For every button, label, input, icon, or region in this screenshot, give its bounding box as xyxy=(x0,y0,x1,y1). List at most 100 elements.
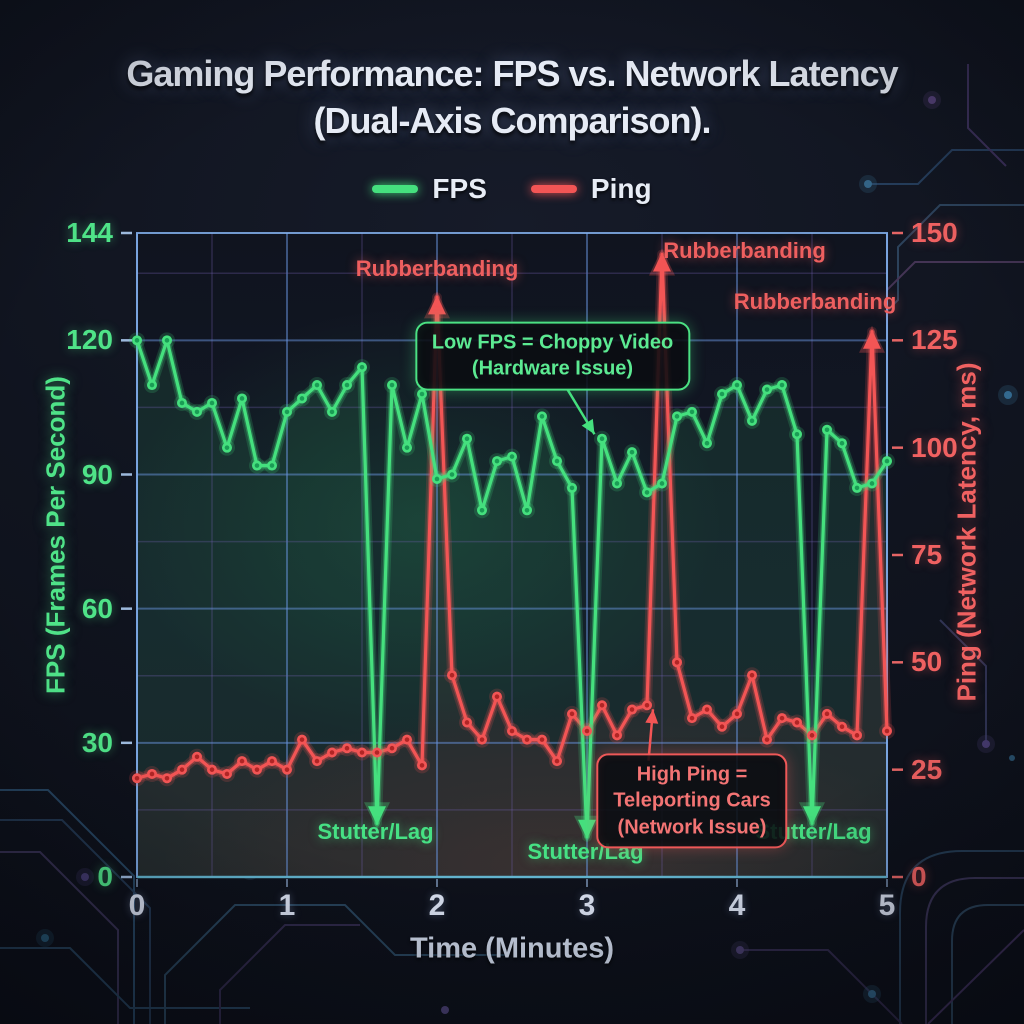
annotation-arrowhead xyxy=(581,418,595,435)
fps-point-core xyxy=(854,485,860,491)
ping-point-core xyxy=(179,767,185,772)
fps-point-core xyxy=(224,445,230,450)
fps-point-core xyxy=(734,382,740,388)
fps-point-core xyxy=(659,481,665,486)
fps-point-core xyxy=(344,382,350,388)
ping-point-core xyxy=(854,733,860,738)
fps-point-core xyxy=(824,427,830,433)
ping-point-core xyxy=(374,750,380,755)
ping-point-core xyxy=(404,737,410,742)
fps-point-core xyxy=(689,409,695,415)
ping-point-core xyxy=(734,711,740,717)
fps-point-core xyxy=(524,507,530,513)
ping-point-core xyxy=(419,763,425,768)
ping-point-core xyxy=(569,711,575,717)
ping-point-core xyxy=(314,758,320,764)
fps-point-core xyxy=(764,387,770,392)
ping-point-core xyxy=(599,702,605,708)
fps-point-core xyxy=(179,400,185,406)
ping-point-core xyxy=(839,724,845,730)
ping-point-core xyxy=(254,767,260,772)
ping-point-core xyxy=(389,745,395,751)
fps-point-core xyxy=(164,338,170,343)
ping-point-core xyxy=(449,672,455,678)
fps-point-core xyxy=(449,472,455,477)
legend-item-fps: FPS xyxy=(372,173,487,205)
ping-point-core xyxy=(749,672,755,678)
fps-point-core xyxy=(434,476,440,482)
ping-point-core xyxy=(764,737,770,742)
fps-point-core xyxy=(239,396,245,401)
fps-point-core xyxy=(644,490,650,495)
fps-point-core xyxy=(419,391,425,397)
fps-point-core xyxy=(569,485,575,491)
ping-point-core xyxy=(704,707,710,712)
ping-point-core xyxy=(494,694,500,699)
ping-point-core xyxy=(194,754,200,760)
fps-point-core xyxy=(464,436,470,442)
fps-point-core xyxy=(149,382,155,388)
ping-point-core xyxy=(269,758,275,764)
fps-point-core xyxy=(749,418,755,424)
ping-point-core xyxy=(554,758,560,764)
ping-point-core xyxy=(809,733,815,738)
ping-point-core xyxy=(239,758,245,764)
ping-point-core xyxy=(224,771,230,777)
ping-legend-swatch xyxy=(530,185,577,193)
chart-title: Gaming Performance: FPS vs. Network Late… xyxy=(0,50,1024,144)
legend: FPS Ping xyxy=(0,173,1024,205)
fps-point-core xyxy=(614,481,620,486)
ping-point-core xyxy=(329,750,335,755)
fps-point-core xyxy=(209,400,215,406)
chart-title-line2: (Dual-Axis Comparison). xyxy=(313,100,711,141)
fps-point-core xyxy=(314,382,320,388)
fps-point-core xyxy=(779,382,785,388)
ping-point-core xyxy=(509,728,515,734)
fps-point-core xyxy=(704,440,710,446)
fps-point-core xyxy=(329,409,335,415)
ping-point-core xyxy=(674,660,680,665)
ping-point-core xyxy=(284,767,290,772)
chart-title-line1: Gaming Performance: FPS vs. Network Late… xyxy=(126,53,898,94)
ping-point-core xyxy=(539,737,545,742)
fps-point-core xyxy=(539,414,545,419)
ping-point-core xyxy=(824,711,830,717)
ping-point-core xyxy=(689,715,695,721)
fps-legend-label: FPS xyxy=(432,173,487,204)
ping-point-core xyxy=(629,707,635,712)
fps-point-core xyxy=(719,391,725,397)
x-axis-title: Time (Minutes) xyxy=(409,932,615,965)
ping-point-core xyxy=(644,702,650,708)
right-axis-title: Ping (Network Latency, ms) xyxy=(951,362,982,702)
ping-point-core xyxy=(524,737,530,742)
ping-point-core xyxy=(464,720,470,725)
ping-point-core xyxy=(614,733,620,738)
ping-point-core xyxy=(299,737,305,742)
ping-point-core xyxy=(164,775,170,781)
ping-point-core xyxy=(344,745,350,751)
fps-point-core xyxy=(284,409,290,415)
ping-point-core xyxy=(794,720,800,725)
fps-point-core xyxy=(134,338,140,343)
left-axis-title: FPS (Frames Per Second) xyxy=(40,376,71,694)
ping-point-core xyxy=(149,771,155,777)
fps-point-core xyxy=(269,463,275,468)
fps-point-core xyxy=(869,481,875,486)
ping-point-core xyxy=(209,767,215,772)
fps-legend-swatch xyxy=(372,185,419,193)
fps-point-core xyxy=(404,445,410,450)
fps-point-core xyxy=(629,449,635,455)
ping-point-core xyxy=(134,775,140,781)
ping-point-core xyxy=(584,728,590,734)
fps-point-core xyxy=(194,409,200,415)
fps-point-core xyxy=(359,364,365,370)
ping-point-core xyxy=(359,750,365,755)
fps-point-core xyxy=(479,507,485,513)
fps-point-core xyxy=(254,463,260,468)
ping-point-core xyxy=(479,737,485,742)
legend-item-ping: Ping xyxy=(530,173,652,205)
ping-point-core xyxy=(719,724,725,730)
fps-point-core xyxy=(509,454,515,459)
